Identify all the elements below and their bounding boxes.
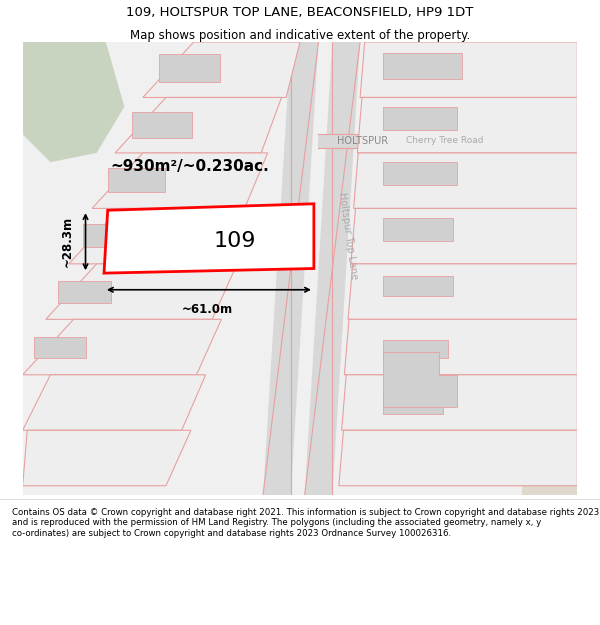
Polygon shape bbox=[23, 375, 206, 430]
Bar bbox=[383, 162, 457, 185]
Polygon shape bbox=[46, 264, 237, 319]
Polygon shape bbox=[115, 98, 281, 153]
Bar bbox=[160, 54, 220, 82]
Bar bbox=[58, 281, 112, 302]
Polygon shape bbox=[143, 42, 300, 98]
Bar bbox=[83, 224, 138, 248]
Text: Cherry Tree Road: Cherry Tree Road bbox=[406, 136, 484, 146]
Polygon shape bbox=[344, 319, 577, 375]
Text: ~930m²/~0.230ac.: ~930m²/~0.230ac. bbox=[110, 159, 269, 174]
Polygon shape bbox=[104, 204, 314, 273]
Polygon shape bbox=[69, 208, 252, 264]
Polygon shape bbox=[351, 208, 577, 264]
Polygon shape bbox=[341, 375, 577, 430]
Text: ~61.0m: ~61.0m bbox=[182, 302, 233, 316]
Bar bbox=[132, 112, 192, 138]
Text: Contains OS data © Crown copyright and database right 2021. This information is : Contains OS data © Crown copyright and d… bbox=[12, 508, 599, 538]
Bar bbox=[383, 53, 462, 79]
Polygon shape bbox=[23, 42, 124, 162]
Polygon shape bbox=[358, 98, 577, 153]
Polygon shape bbox=[360, 42, 577, 98]
Polygon shape bbox=[339, 430, 577, 486]
Text: Map shows position and indicative extent of the property.: Map shows position and indicative extent… bbox=[130, 29, 470, 42]
Polygon shape bbox=[319, 134, 577, 148]
Text: 109: 109 bbox=[214, 231, 257, 251]
Bar bbox=[383, 276, 452, 296]
Bar bbox=[383, 107, 457, 130]
Text: 109, HOLTSPUR TOP LANE, BEACONSFIELD, HP9 1DT: 109, HOLTSPUR TOP LANE, BEACONSFIELD, HP… bbox=[127, 6, 473, 19]
Text: ~28.3m: ~28.3m bbox=[61, 216, 74, 268]
Text: Holtspur Top Lane: Holtspur Top Lane bbox=[337, 192, 359, 281]
Polygon shape bbox=[383, 352, 457, 407]
Polygon shape bbox=[305, 42, 360, 495]
Bar bbox=[383, 339, 448, 358]
Bar bbox=[34, 337, 86, 358]
Bar bbox=[383, 217, 452, 241]
Polygon shape bbox=[348, 264, 577, 319]
Text: HOLTSPUR: HOLTSPUR bbox=[337, 136, 388, 146]
Bar bbox=[522, 310, 577, 495]
Polygon shape bbox=[23, 319, 221, 375]
Polygon shape bbox=[92, 153, 268, 208]
Polygon shape bbox=[23, 430, 191, 486]
Polygon shape bbox=[353, 153, 577, 208]
Polygon shape bbox=[263, 42, 319, 495]
Bar bbox=[383, 395, 443, 414]
Bar bbox=[108, 168, 165, 192]
